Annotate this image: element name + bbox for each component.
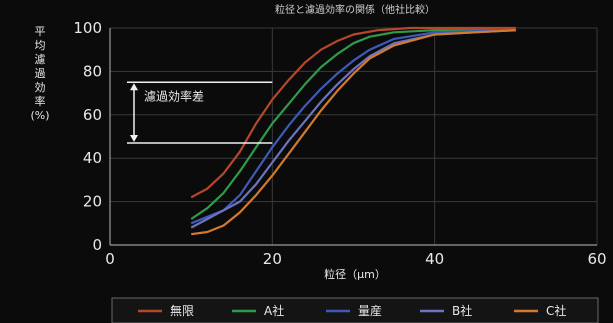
annotation-arrow-head-down	[130, 135, 138, 143]
x-axis-label: 粒径（μm）	[324, 267, 386, 281]
y-tick-label: 20	[83, 193, 102, 211]
x-tick-label: 40	[425, 250, 444, 268]
series-line-2	[190, 29, 516, 225]
y-tick-label: 100	[73, 19, 102, 37]
y-axis-label-char: 濾	[35, 52, 46, 66]
x-tick-label: 0	[105, 250, 115, 268]
legend-label-1: A社	[264, 303, 284, 318]
y-axis-label-char: 平	[35, 25, 46, 38]
y-tick-label: 60	[83, 106, 102, 124]
legend-label-0: 無限	[170, 303, 194, 318]
legend-label-4: C社	[546, 303, 566, 318]
legend-label-3: B社	[452, 303, 472, 318]
y-axis-label-char: 率	[35, 94, 46, 108]
y-axis-label-char: (%)	[30, 109, 49, 122]
chart-title: 粒径と濾過効率の関係（他社比較）	[275, 3, 435, 16]
series-line-4	[191, 29, 516, 236]
y-axis-label-char: 効	[35, 80, 46, 94]
y-tick-label: 0	[92, 236, 102, 254]
legend-label-2: 量産	[358, 303, 382, 318]
x-tick-label: 20	[263, 250, 282, 268]
annotation-arrow-head-up	[130, 83, 138, 91]
y-axis-label-char: 過	[35, 67, 46, 80]
series-line-1	[190, 29, 516, 220]
annotation-label: 濾過効率差	[144, 89, 204, 104]
series-line-0	[190, 26, 516, 199]
x-tick-label: 60	[587, 250, 606, 268]
y-axis-label-char: 均	[35, 39, 46, 52]
y-tick-label: 40	[83, 149, 102, 167]
y-tick-label: 80	[83, 62, 102, 80]
